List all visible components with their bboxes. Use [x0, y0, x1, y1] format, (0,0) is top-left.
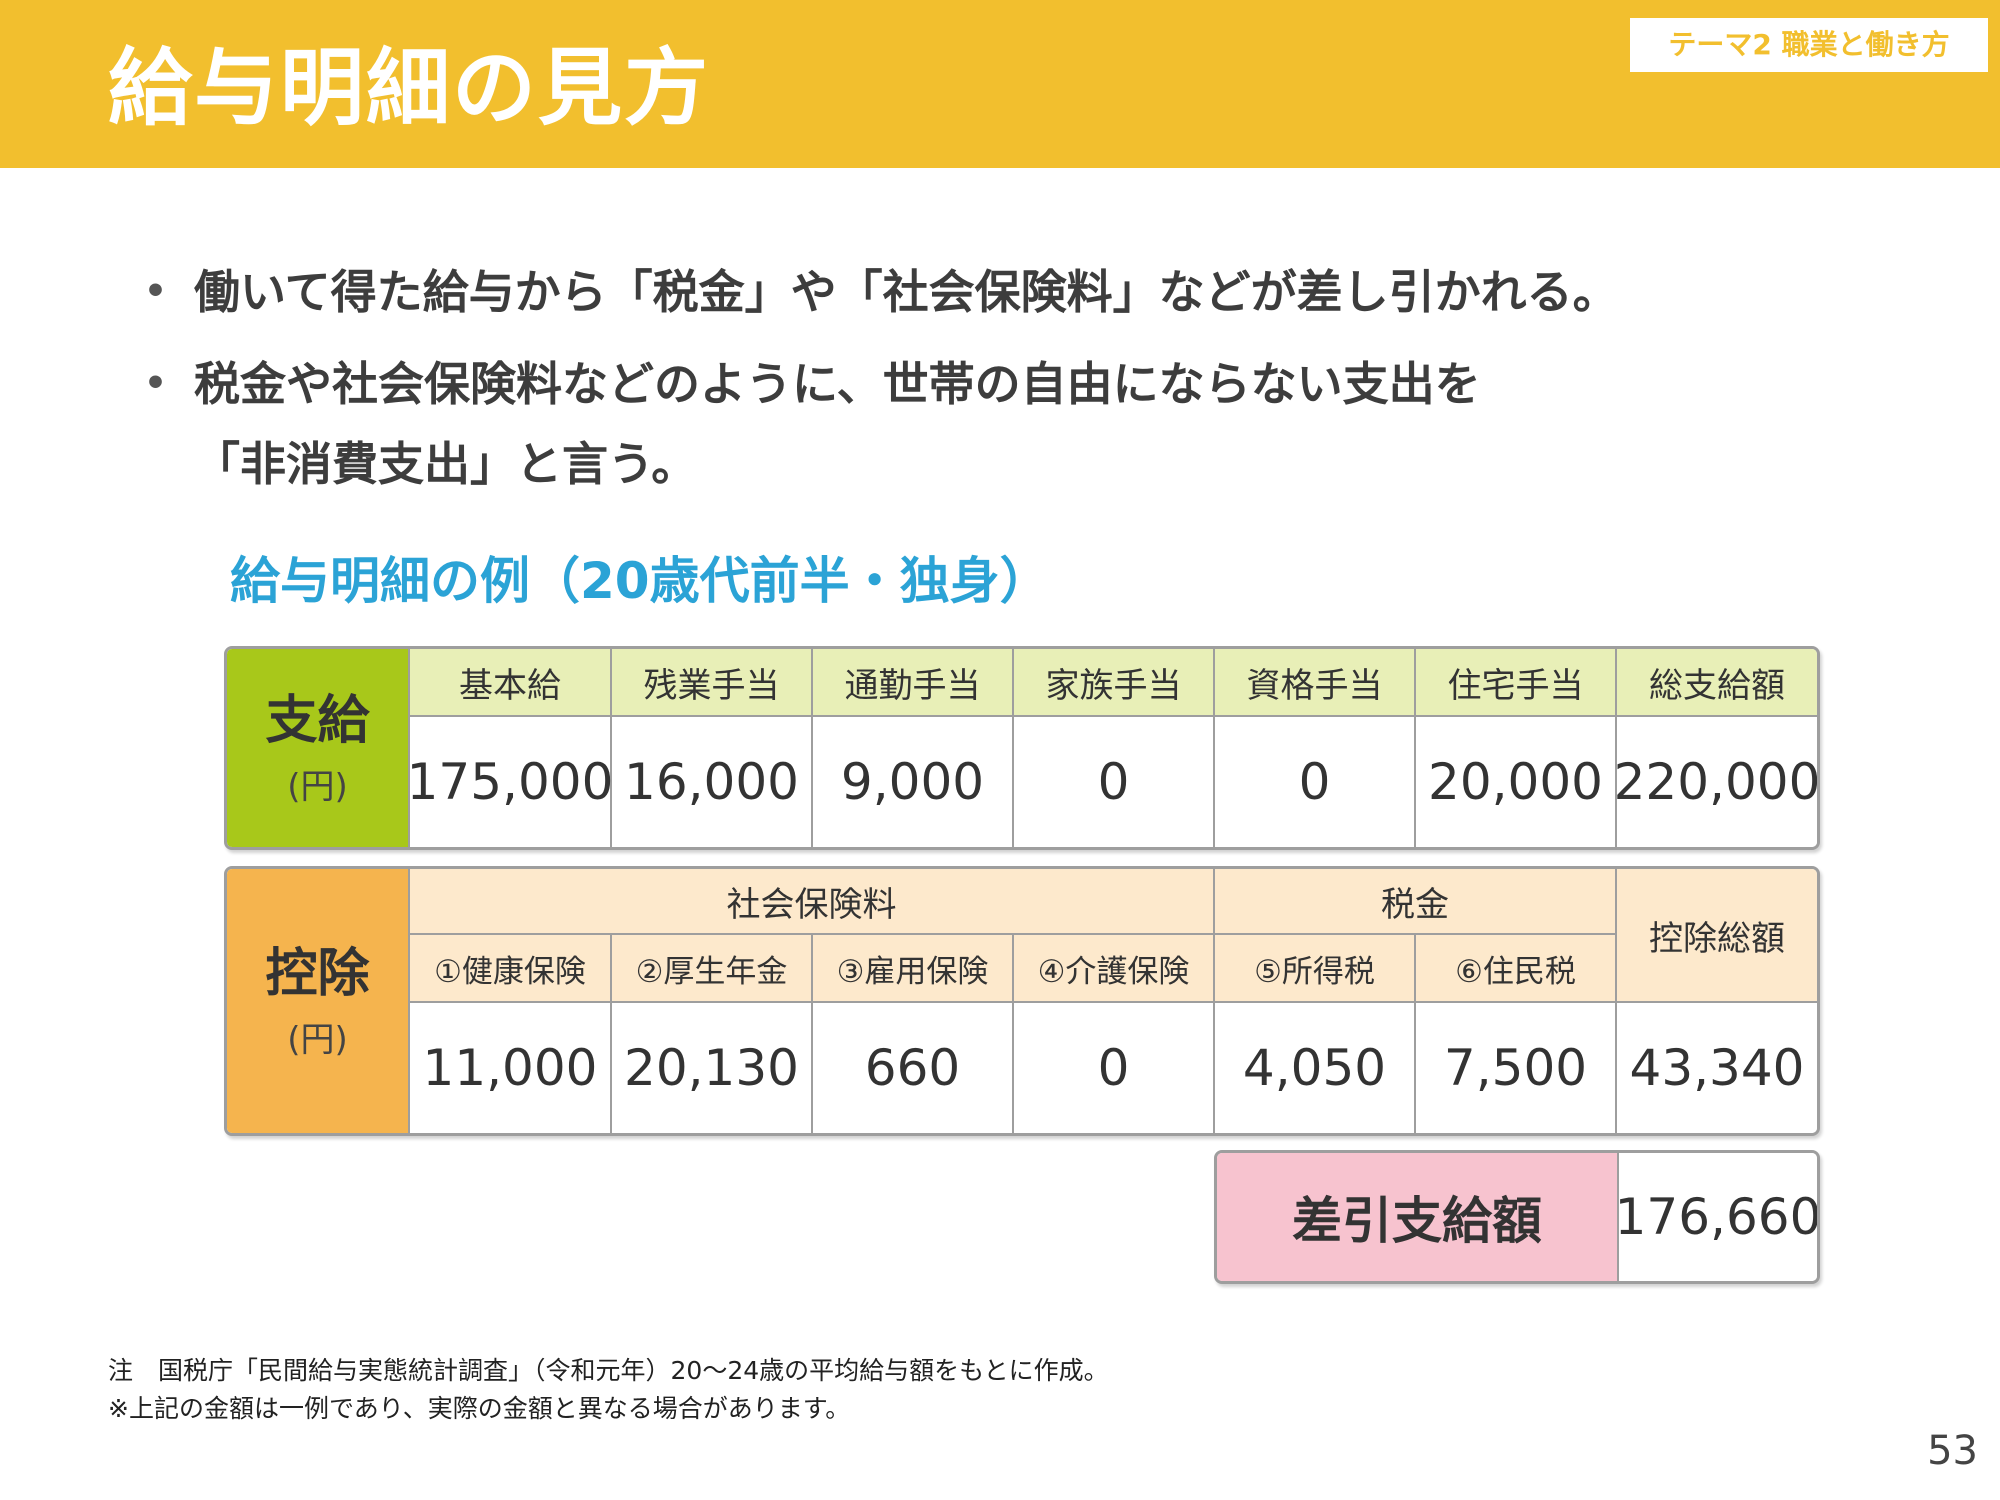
payment-label: 支給 [265, 690, 370, 751]
payment-header-cell: 住宅手当 [1416, 649, 1617, 717]
payment-value-cell: 16,000 [612, 717, 813, 847]
payment-value-cell: 0 [1014, 717, 1215, 847]
deduction-value-cell: 20,130 [612, 1003, 813, 1133]
deduction-header-cell: ②厚生年金 [612, 935, 813, 1003]
bullet-text: 働いて得た給与から「税金」や「社会保険料」などが差し引かれる。 [194, 265, 1619, 319]
deduction-label: 控除 [265, 943, 370, 1004]
footnote-line: ※上記の金額は一例であり、実際の金額と異なる場合があります。 [108, 1394, 851, 1423]
payment-header-cell: 家族手当 [1014, 649, 1215, 717]
payment-header-cell: 通勤手当 [813, 649, 1014, 717]
payment-value-cell: 175,000 [407, 717, 613, 847]
deduction-header-cell: ⑤所得税 [1215, 935, 1416, 1003]
deduction-table: 控除 (円) 社会保険料 税金 控除総額 ①健康保険 ②厚生年金 ③雇用保険 ④介護保険 ⑤所… [224, 866, 1820, 1136]
deduction-unit: (円) [287, 1019, 348, 1060]
net-pay-value: 176,660 [1615, 1153, 1817, 1281]
payment-header-cell: 残業手当 [612, 649, 813, 717]
bullet-item: • 税金や社会保険料などのように、世帯の自由にならない支出を 「非消費支出」と言… [140, 344, 1940, 504]
page-number: 53 [1927, 1428, 1978, 1474]
deduction-value-cell: 660 [813, 1003, 1014, 1133]
payment-value-cell: 20,000 [1416, 717, 1617, 847]
net-pay-table: 差引支給額 176,660 [1214, 1150, 1820, 1284]
bullet-text: 税金や社会保険料などのように、世帯の自由にならない支出を [194, 357, 1481, 411]
payment-unit: (円) [287, 766, 348, 807]
deduction-header-cell: ①健康保険 [410, 935, 612, 1003]
page-title: 給与明細の見方 [108, 39, 711, 137]
deduction-total-header: 控除総額 [1617, 869, 1817, 1003]
bullet-dot-icon: • [144, 363, 168, 404]
tax-group-header: 税金 [1215, 869, 1617, 935]
payment-table: 支給 (円) 基本給 175,000 残業手当 16,000 通勤手当 9,000 家族手当… [224, 646, 1820, 850]
deduction-header-cell: ④介護保険 [1014, 935, 1215, 1003]
net-pay-label: 差引支給額 [1217, 1153, 1619, 1281]
deduction-header-cell: ③雇用保険 [813, 935, 1014, 1003]
payment-header-cell: 総支給額 [1617, 649, 1817, 717]
example-title: 給与明細の例（20歳代前半・独身） [230, 552, 1050, 610]
deduction-value-cell: 43,340 [1617, 1003, 1817, 1133]
theme-badge: テーマ2 職業と働き方 [1630, 18, 1988, 72]
deduction-label-cell: 控除 (円) [227, 869, 410, 1133]
payment-value-cell: 9,000 [813, 717, 1014, 847]
deduction-value-cell: 4,050 [1215, 1003, 1416, 1133]
bullet-text: 「非消費支出」と言う。 [194, 437, 698, 491]
deduction-header-cell: ⑥住民税 [1416, 935, 1617, 1003]
payment-value-cell: 0 [1215, 717, 1416, 847]
social-insurance-group-header: 社会保険料 [410, 869, 1215, 935]
footnote-line: 注 国税庁「民間給与実態統計調査」（令和元年）20～24歳の平均給与額をもとに作… [108, 1356, 1109, 1385]
deduction-value-cell: 7,500 [1416, 1003, 1617, 1133]
footnote: 注 国税庁「民間給与実態統計調査」（令和元年）20～24歳の平均給与額をもとに作… [108, 1352, 1109, 1428]
bullet-item: • 働いて得た給与から「税金」や「社会保険料」などが差し引かれる。 [140, 252, 1940, 332]
bullet-list: • 働いて得た給与から「税金」や「社会保険料」などが差し引かれる。 • 税金や社… [140, 252, 1940, 516]
deduction-value-cell: 11,000 [410, 1003, 612, 1133]
payment-value-cell: 220,000 [1614, 717, 1817, 847]
bullet-dot-icon: • [144, 271, 168, 312]
payment-label-cell: 支給 (円) [227, 649, 410, 847]
payment-header-cell: 資格手当 [1215, 649, 1416, 717]
deduction-value-cell: 0 [1014, 1003, 1215, 1133]
payment-header-cell: 基本給 [410, 649, 612, 717]
